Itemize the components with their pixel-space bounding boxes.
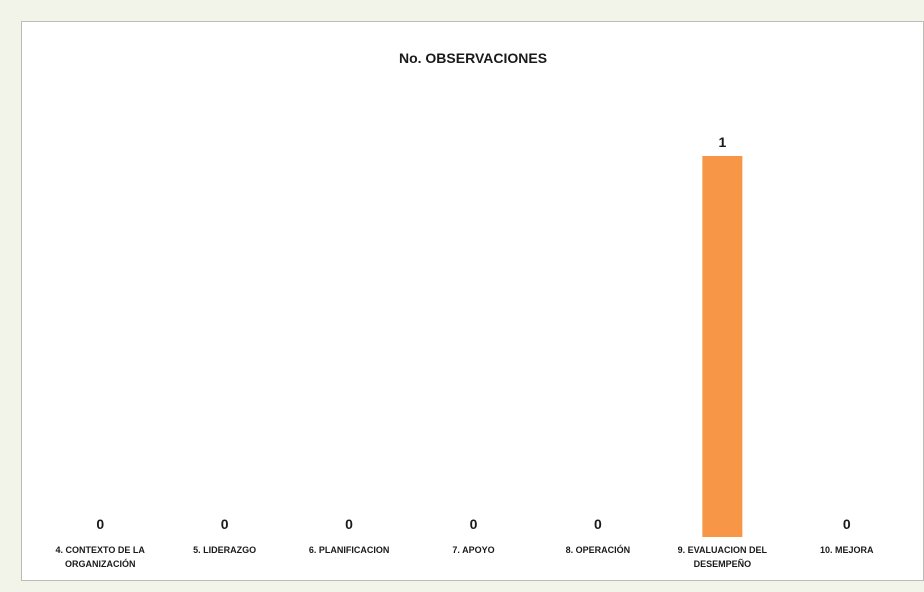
data-label-2: 0	[221, 516, 229, 532]
x-tick-label-1: 4. CONTEXTO DE LA ORGANIZACIÓN	[56, 545, 146, 569]
chart-area: No. OBSERVACIONES 0 0 0 0 0 1 0 4. CONTEXTO DE…	[21, 21, 924, 581]
data-label-6: 1	[718, 134, 726, 150]
bars-group	[702, 156, 743, 537]
x-tick-label-7: 10. MEJORA	[820, 545, 874, 555]
data-label-5: 0	[594, 516, 602, 532]
x-tick-label-6: 9. EVALUACION DEL DESEMPEÑO	[678, 545, 768, 569]
bar-6	[702, 156, 743, 537]
x-tick-label-4: 7. APOYO	[452, 545, 494, 555]
data-label-1: 0	[96, 516, 104, 532]
data-label-7: 0	[843, 516, 851, 532]
bar-chart: No. OBSERVACIONES 0 0 0 0 0 1 0 4. CONTEXTO DE…	[56, 50, 875, 569]
x-axis-tick-labels: 4. CONTEXTO DE LA ORGANIZACIÓN 5. LIDERAZG…	[56, 544, 875, 569]
data-label-3: 0	[345, 516, 353, 532]
data-labels-group: 0 0 0 0 0 1 0	[96, 134, 851, 532]
x-tick-label-2: 5. LIDERAZGO	[193, 545, 256, 555]
chart-title: No. OBSERVACIONES	[399, 50, 547, 66]
x-tick-label-5: 8. OPERACIÓN	[566, 544, 631, 555]
data-label-4: 0	[470, 516, 478, 532]
x-tick-label-3: 6. PLANIFICACION	[309, 545, 390, 555]
